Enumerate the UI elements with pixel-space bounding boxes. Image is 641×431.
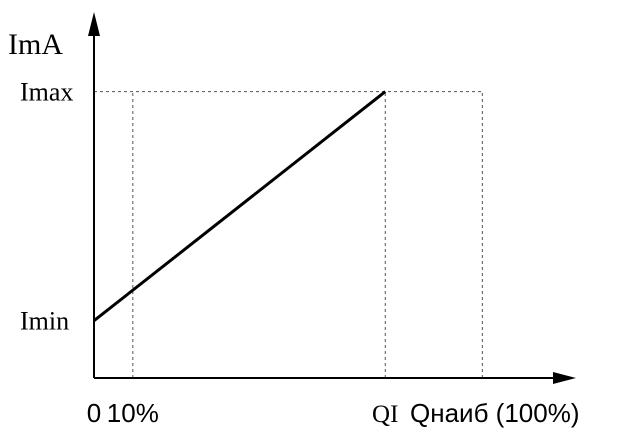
guide-lines bbox=[94, 91, 483, 378]
y-tick-label: Imax bbox=[20, 78, 73, 107]
series-group bbox=[93, 90, 387, 322]
x-axis-arrow bbox=[553, 372, 576, 384]
series-line bbox=[93, 90, 387, 322]
y-axis-arrow bbox=[88, 12, 100, 36]
x-tick-label: 0 bbox=[87, 398, 101, 428]
y-axis-label: ImA bbox=[8, 28, 63, 61]
x-tick-label: QI bbox=[372, 401, 398, 428]
x-tick-label: Qнаиб (100%) bbox=[410, 398, 580, 428]
x-tick-label: 10% bbox=[107, 398, 159, 428]
axes bbox=[88, 12, 576, 384]
y-tick-label: Imin bbox=[20, 307, 69, 336]
tick-labels: Imin Imax 0 10% QI Qнаиб (100%) bbox=[20, 78, 580, 428]
